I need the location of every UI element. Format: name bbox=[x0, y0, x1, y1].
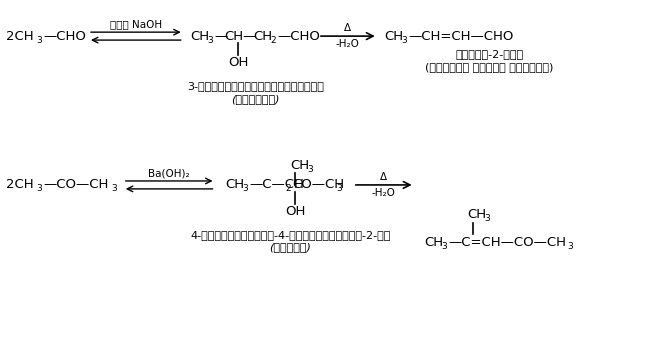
Text: तनु NaOH: तनु NaOH bbox=[110, 19, 162, 29]
Text: 3: 3 bbox=[111, 184, 117, 193]
Text: 2CH: 2CH bbox=[6, 30, 34, 43]
Text: Δ: Δ bbox=[344, 23, 351, 33]
Text: (एल्डोल): (एल्डोल) bbox=[231, 94, 279, 104]
Text: OH: OH bbox=[285, 205, 305, 218]
Text: 2: 2 bbox=[270, 36, 276, 44]
Text: CH: CH bbox=[253, 30, 272, 43]
Text: (कीटोल): (कीटोल) bbox=[269, 243, 311, 252]
Text: (एल्डोल संघनन उत्पाद): (एल्डोल संघनन उत्पाद) bbox=[425, 62, 553, 72]
Text: 3: 3 bbox=[484, 214, 490, 223]
Text: ब्यूट-2-ईनल: ब्यूट-2-ईनल bbox=[456, 49, 524, 59]
Text: 3: 3 bbox=[207, 36, 213, 44]
Text: 4-हाइड्रॉक्सी-4-मेथिलपेंटेन-2-ओन: 4-हाइड्रॉक्सी-4-मेथिलपेंटेन-2-ओन bbox=[190, 229, 390, 240]
Text: CH: CH bbox=[226, 178, 244, 191]
Text: 2CH: 2CH bbox=[6, 178, 34, 191]
Text: CH: CH bbox=[385, 30, 404, 43]
Text: —CO—CH: —CO—CH bbox=[43, 178, 109, 191]
Text: OH: OH bbox=[228, 56, 249, 70]
Text: CH: CH bbox=[290, 158, 309, 172]
Text: Ba(OH)₂: Ba(OH)₂ bbox=[148, 168, 190, 178]
Text: Δ: Δ bbox=[380, 172, 388, 182]
Text: —: — bbox=[214, 30, 227, 43]
Text: CH: CH bbox=[424, 236, 444, 249]
Text: -H₂O: -H₂O bbox=[336, 39, 360, 49]
Text: 3: 3 bbox=[242, 184, 248, 193]
Text: 3-हाइड्रॉक्सीब्यूटेनल: 3-हाइड्रॉक्सीब्यूटेनल bbox=[187, 81, 324, 91]
Text: 3: 3 bbox=[402, 36, 408, 44]
Text: CH—: CH— bbox=[224, 30, 257, 43]
Text: 3: 3 bbox=[36, 36, 42, 44]
Text: 3: 3 bbox=[441, 242, 447, 251]
Text: CH: CH bbox=[467, 208, 487, 221]
Text: 3: 3 bbox=[336, 184, 341, 193]
Text: —CHO: —CHO bbox=[43, 30, 86, 43]
Text: —CH=CH—CHO: —CH=CH—CHO bbox=[409, 30, 514, 43]
Text: —C=CH—CO—CH: —C=CH—CO—CH bbox=[448, 236, 566, 249]
Text: CH: CH bbox=[191, 30, 210, 43]
Text: 3: 3 bbox=[567, 242, 573, 251]
Text: —CHO: —CHO bbox=[277, 30, 320, 43]
Text: —C—CH: —C—CH bbox=[249, 178, 304, 191]
Text: CO—CH: CO—CH bbox=[292, 178, 344, 191]
Text: -H₂O: -H₂O bbox=[372, 188, 396, 198]
Text: 3: 3 bbox=[36, 184, 42, 193]
Text: 2: 2 bbox=[285, 184, 291, 193]
Text: 3: 3 bbox=[307, 164, 313, 174]
